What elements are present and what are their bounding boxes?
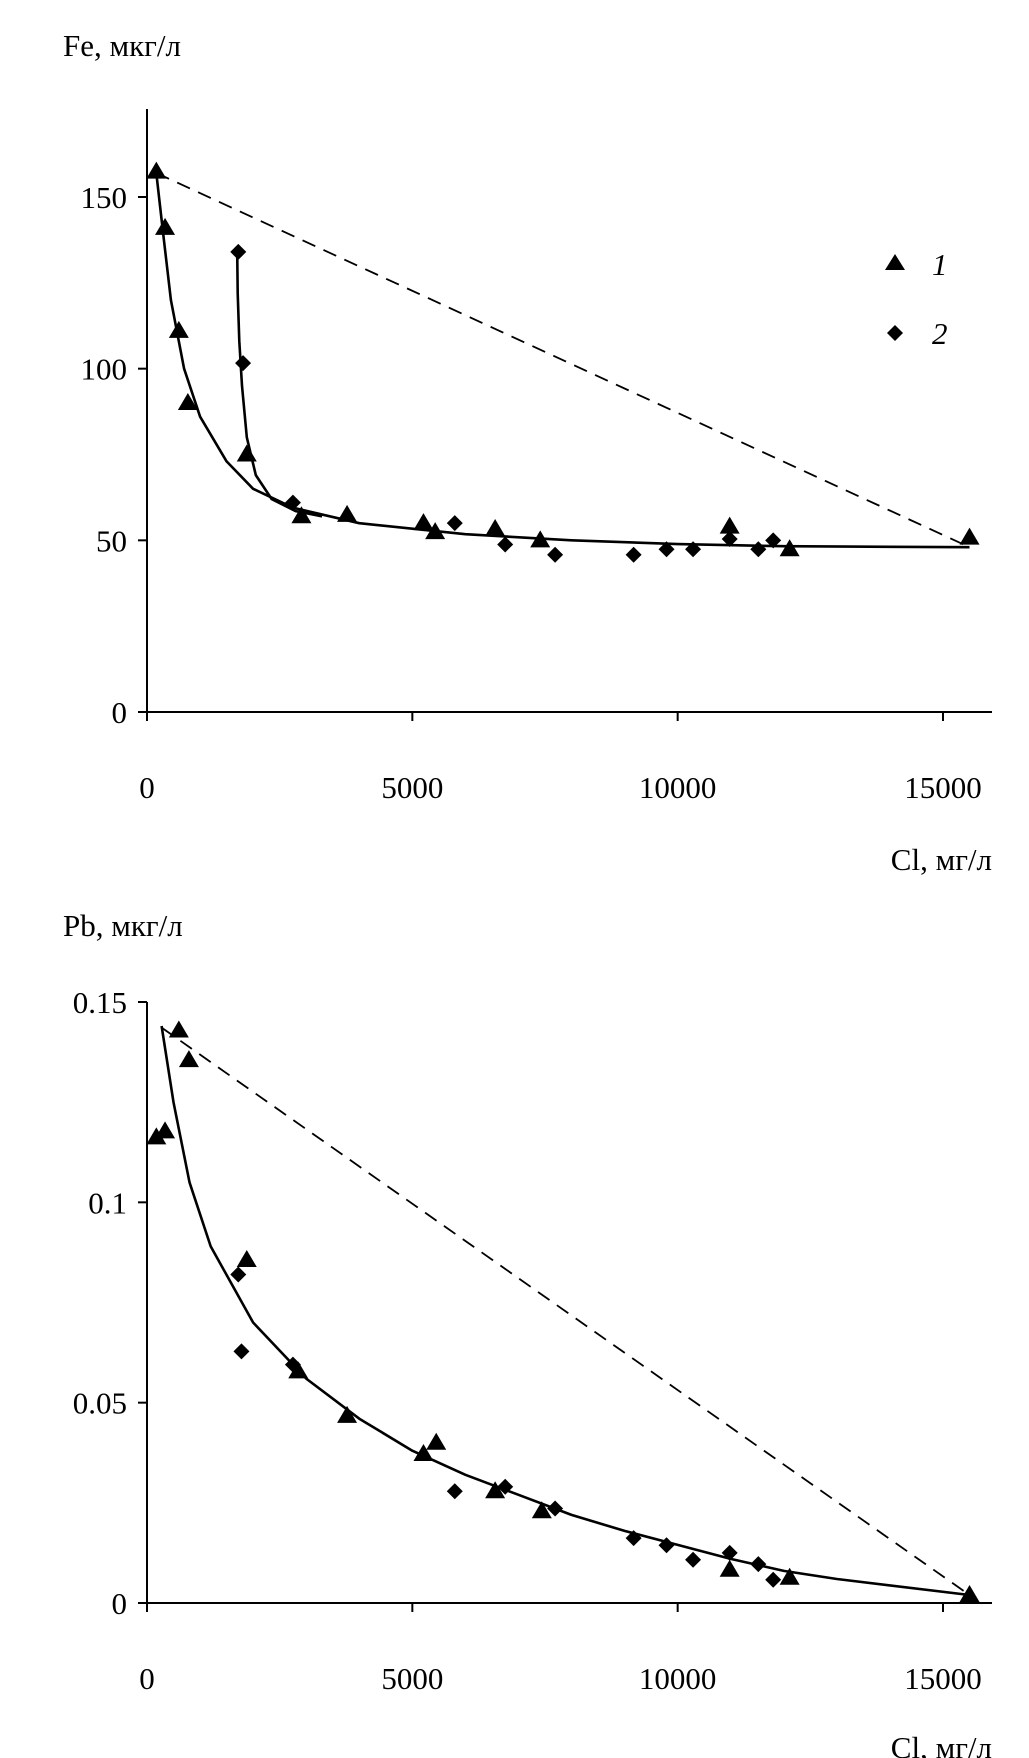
top-point-series-1 xyxy=(425,522,446,540)
legend-label-1: 1 xyxy=(932,247,948,282)
top-point-series-2 xyxy=(497,536,514,553)
bottom-y-axis-title: Pb, мкг/л xyxy=(63,908,183,943)
top-fit-curve-2 xyxy=(235,251,323,518)
bottom-x-tick-label: 0 xyxy=(139,1661,155,1696)
bottom-point-series-1 xyxy=(413,1443,434,1461)
bottom-point-series-1 xyxy=(155,1121,176,1139)
top-point-series-2 xyxy=(750,541,767,558)
bottom-x-tick-label: 10000 xyxy=(639,1661,717,1696)
top-point-series-2 xyxy=(446,515,463,532)
top-x-axis-title: Cl, мг/л xyxy=(891,842,992,877)
top-point-series-2 xyxy=(765,532,782,549)
top-point-series-1 xyxy=(337,504,358,522)
bottom-point-series-2 xyxy=(765,1571,782,1588)
bottom-point-series-2 xyxy=(446,1483,463,1500)
top-point-series-1 xyxy=(413,513,434,531)
top-point-series-2 xyxy=(721,530,738,547)
top-point-series-1 xyxy=(959,527,980,545)
top-y-tick-label: 100 xyxy=(81,352,128,387)
bottom-y-tick-label: 0 xyxy=(112,1586,128,1621)
legend-marker-diamond xyxy=(887,325,903,341)
bottom-point-series-1 xyxy=(531,1501,552,1519)
bottom-point-series-1 xyxy=(288,1361,309,1379)
legend-label-2: 2 xyxy=(932,316,948,351)
bottom-point-series-2 xyxy=(230,1266,247,1283)
top-point-series-2 xyxy=(230,243,247,260)
top-fit-curve-1 xyxy=(155,172,970,549)
top-point-series-2 xyxy=(547,546,564,563)
top-point-series-2 xyxy=(685,541,702,558)
bottom-y-tick-label: 0.1 xyxy=(88,1185,127,1220)
bottom-x-tick-label: 15000 xyxy=(904,1661,982,1696)
bottom-point-series-1 xyxy=(485,1481,506,1499)
top-point-series-1 xyxy=(177,393,198,410)
top-point-series-1 xyxy=(485,519,506,537)
bottom-plot: 0 5000 10000 15000 0 0.05 0.1 0.15 xyxy=(73,985,992,1696)
bottom-point-series-2 xyxy=(685,1551,702,1568)
legend: 1 2 xyxy=(885,247,948,351)
legend-marker-triangle xyxy=(885,254,905,270)
top-point-series-2 xyxy=(284,494,301,511)
bottom-point-series-2 xyxy=(547,1500,564,1517)
top-y-tick-label: 50 xyxy=(96,523,127,558)
top-point-series-2 xyxy=(235,355,252,372)
top-point-series-2 xyxy=(625,546,642,563)
bottom-point-series-2 xyxy=(497,1478,514,1495)
top-y-axis-title: Fe, мкг/л xyxy=(63,28,181,63)
bottom-point-series-1 xyxy=(337,1405,358,1423)
bottom-point-series-1 xyxy=(719,1559,740,1577)
bottom-point-series-2 xyxy=(658,1537,675,1554)
top-x-tick-label: 0 xyxy=(139,770,155,805)
top-point-series-1 xyxy=(530,530,551,548)
top-y-tick-label: 0 xyxy=(112,695,128,730)
top-point-series-1 xyxy=(146,161,167,179)
bottom-point-series-2 xyxy=(625,1530,642,1547)
top-point-series-1 xyxy=(155,217,176,235)
bottom-fit-curve-1 xyxy=(160,1025,970,1597)
top-point-series-1 xyxy=(236,444,257,462)
top-y-tick-label: 150 xyxy=(81,180,128,215)
bottom-point-series-1 xyxy=(426,1432,447,1450)
top-point-series-1 xyxy=(291,506,312,524)
bottom-point-series-1 xyxy=(779,1567,800,1585)
bottom-point-series-2 xyxy=(721,1544,738,1561)
bottom-y-tick-label: 0.15 xyxy=(73,985,127,1020)
bottom-x-axis-title: Cl, мг/л xyxy=(891,1730,992,1758)
bottom-point-series-1 xyxy=(178,1050,199,1068)
top-x-tick-label: 15000 xyxy=(904,770,982,805)
bottom-point-series-1 xyxy=(168,1020,189,1038)
top-point-series-1 xyxy=(779,539,800,557)
top-point-series-1 xyxy=(168,320,189,338)
bottom-dashed-line xyxy=(161,1026,971,1596)
bottom-point-series-1 xyxy=(959,1584,980,1602)
bottom-point-series-1 xyxy=(146,1127,167,1145)
bottom-x-tick-label: 5000 xyxy=(381,1661,443,1696)
top-x-tick-label: 10000 xyxy=(639,770,717,805)
top-point-series-2 xyxy=(658,541,675,558)
bottom-point-series-2 xyxy=(233,1343,250,1360)
bottom-point-series-2 xyxy=(284,1356,301,1373)
bottom-point-series-1 xyxy=(236,1250,257,1268)
bottom-point-series-2 xyxy=(750,1556,767,1573)
bottom-y-tick-label: 0.05 xyxy=(73,1386,127,1421)
top-x-tick-label: 5000 xyxy=(381,770,443,805)
top-point-series-1 xyxy=(719,516,740,534)
top-dashed-line xyxy=(155,172,970,549)
top-plot: 0 5000 10000 15000 0 50 100 150 xyxy=(81,109,992,805)
